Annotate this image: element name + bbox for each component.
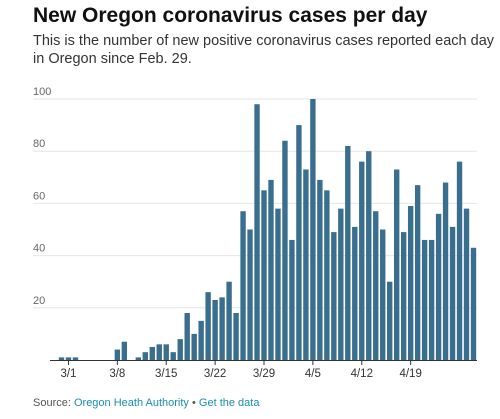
bar	[400, 232, 407, 360]
bar	[142, 352, 148, 360]
bar	[282, 140, 288, 360]
x-tick-label: 4/5	[305, 368, 321, 380]
source-separator: •	[188, 397, 199, 409]
bar	[380, 229, 386, 360]
bar	[456, 161, 463, 360]
bar	[338, 208, 344, 360]
source-authority-link[interactable]: Oregon Heath Authority	[73, 397, 189, 409]
bar	[296, 125, 302, 360]
bar	[72, 357, 79, 360]
bar	[428, 239, 435, 360]
bar	[442, 182, 449, 360]
bar	[205, 292, 211, 360]
source-line: Source: Oregon Heath Authority • Get the…	[33, 397, 259, 409]
bar	[135, 357, 141, 360]
bar	[247, 229, 253, 360]
source-label: Source:	[33, 397, 74, 409]
bar	[345, 145, 351, 360]
bar	[352, 226, 358, 360]
bar	[65, 357, 72, 360]
bar	[470, 247, 477, 360]
bar	[421, 239, 428, 360]
y-tick-label: 60	[33, 190, 45, 202]
chart-title: New Oregon coronavirus cases per day	[33, 4, 428, 27]
y-tick-label: 100	[33, 86, 51, 98]
x-axis: 3/1 3/8 3/15 3/22 3/29 4/5 4/12 4/19	[50, 360, 477, 380]
x-tick-label: 4/19	[399, 368, 421, 380]
y-tick-label: 20	[33, 295, 45, 307]
x-tick-label: 3/22	[204, 368, 226, 380]
bar	[163, 344, 169, 360]
bar	[191, 333, 197, 360]
bar	[387, 281, 393, 360]
bar	[435, 213, 442, 360]
x-tick-label: 4/12	[351, 368, 373, 380]
bar	[414, 185, 421, 360]
x-tick-label: 3/8	[109, 368, 125, 380]
bar	[114, 349, 121, 360]
y-tick-label: 40	[33, 243, 45, 255]
bar	[198, 320, 204, 360]
bar	[149, 346, 155, 360]
bar	[331, 232, 337, 360]
bar	[254, 104, 260, 360]
bar	[407, 206, 414, 360]
bar	[240, 211, 246, 360]
get-the-data-link[interactable]: Get the data	[198, 397, 260, 409]
chart-subtitle: This is the number of new positive coron…	[33, 33, 495, 67]
bar	[366, 151, 372, 360]
bar	[184, 313, 190, 360]
bar	[324, 190, 330, 360]
bar	[121, 341, 128, 360]
bar	[463, 208, 470, 360]
x-tick-label: 3/15	[155, 368, 177, 380]
bar	[310, 99, 316, 360]
bars	[58, 99, 477, 360]
bar	[58, 357, 65, 360]
bar	[394, 169, 400, 360]
bar	[212, 299, 218, 360]
bar	[170, 352, 176, 360]
x-tick-label: 3/1	[60, 368, 76, 380]
bar	[156, 344, 162, 360]
bar	[226, 281, 232, 360]
x-tick-label: 3/29	[253, 368, 275, 380]
bar	[359, 161, 365, 360]
bar	[373, 211, 379, 360]
bar	[233, 313, 239, 360]
bar	[219, 297, 225, 360]
bar	[289, 239, 295, 360]
bar	[261, 190, 267, 360]
bar	[317, 179, 323, 360]
bar	[449, 226, 456, 360]
bar	[303, 169, 309, 360]
bar	[275, 208, 281, 360]
bar	[268, 179, 274, 360]
y-tick-label: 80	[33, 138, 45, 150]
bar	[177, 339, 183, 360]
